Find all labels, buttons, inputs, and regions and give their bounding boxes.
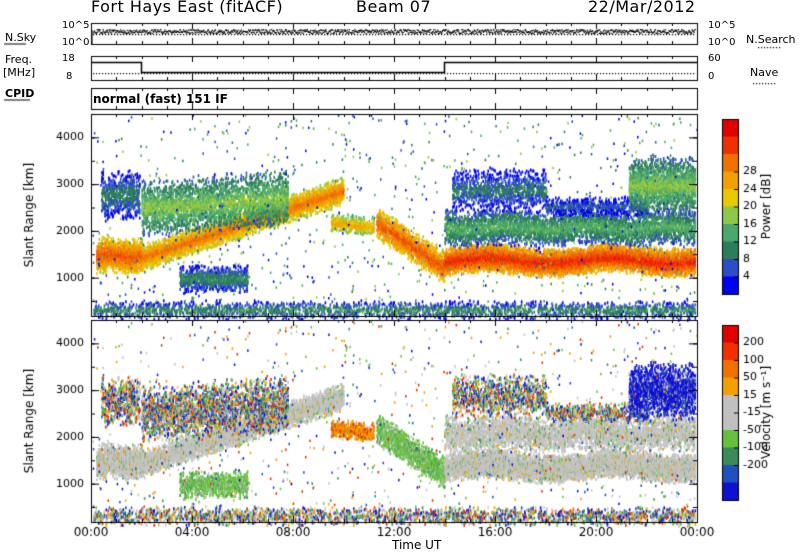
site-title: Fort Hays East (fitACF): [91, 0, 284, 16]
noise-ytick-bottom-right: 10^0: [708, 37, 736, 48]
nave-ytick-bottom: 0: [708, 71, 715, 82]
nave-label: Nave: [750, 66, 779, 79]
freq-ytick-top: 18: [62, 53, 75, 64]
beam-label: Beam 07: [356, 0, 432, 16]
cpid-label: CPID: [5, 87, 35, 100]
freq-ytick-bottom: 8: [66, 71, 73, 82]
noise-ytick-bottom-left: 10^0: [62, 37, 90, 48]
nsky-label: N.Sky: [5, 31, 37, 44]
date-label: 22/Mar/2012: [588, 0, 696, 16]
freq-unit-label: [MHz]: [3, 66, 36, 79]
noise-ytick-top-right: 10^5: [708, 20, 736, 31]
x-axis-label: Time UT: [392, 538, 442, 552]
noise-ytick-top-left: 10^5: [62, 20, 90, 31]
freq-label: Freq.: [5, 53, 33, 66]
nave-ytick-top: 60: [708, 53, 721, 64]
nsearch-label: N.Search: [746, 33, 796, 46]
cpid-text: normal (fast) 151 IF: [93, 92, 228, 106]
